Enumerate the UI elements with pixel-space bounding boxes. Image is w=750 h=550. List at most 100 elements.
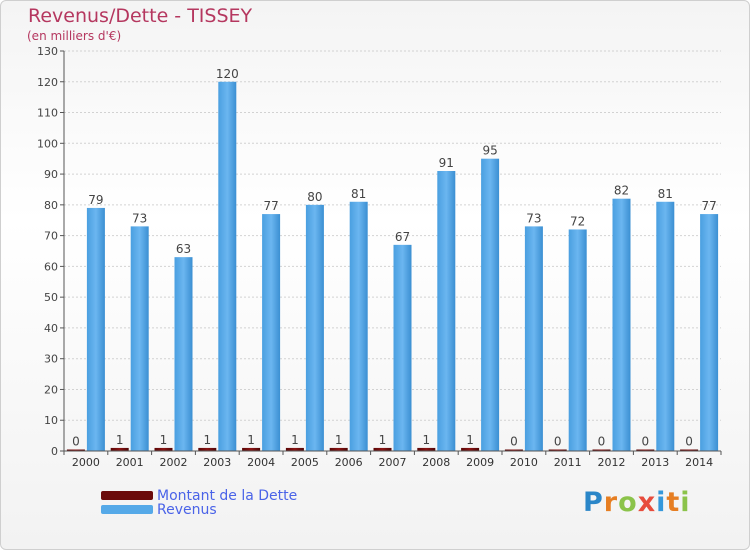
logo-letter: o: [618, 487, 638, 518]
debt-value-label: 0: [685, 435, 693, 449]
revenue-value-label: 73: [132, 211, 147, 225]
revenue-value-label: 95: [482, 144, 497, 158]
logo-letter: x: [637, 487, 657, 518]
debt-value-label: 1: [116, 433, 124, 447]
revenue-bar: [174, 257, 193, 451]
legend-swatch-revenus: [101, 505, 153, 514]
revenue-value-label: 81: [351, 187, 366, 201]
x-tick-label: 2001: [116, 456, 144, 469]
y-tick-label: 90: [44, 168, 58, 181]
revenue-value-label: 77: [263, 199, 278, 213]
y-tick-label: 40: [44, 322, 58, 335]
y-tick-label: 30: [44, 353, 58, 366]
x-tick-label: 2002: [160, 456, 188, 469]
y-tick-label: 110: [37, 107, 58, 120]
debt-value-label: 1: [422, 433, 430, 447]
revenue-bar: [700, 214, 719, 451]
revenue-bar: [305, 204, 324, 451]
x-tick-label: 2000: [72, 456, 100, 469]
y-tick-label: 0: [51, 445, 58, 458]
debt-bar: [592, 449, 611, 451]
y-tick-label: 50: [44, 291, 58, 304]
debt-value-label: 1: [203, 433, 211, 447]
chart-subtitle: (en milliers d'€): [27, 29, 122, 43]
debt-value-label: 1: [291, 433, 299, 447]
logo-letter: t: [666, 487, 681, 518]
revenue-bar: [130, 226, 149, 451]
x-tick-label: 2005: [291, 456, 319, 469]
revenue-value-label: 73: [526, 211, 541, 225]
y-tick-label: 70: [44, 230, 58, 243]
x-tick-label: 2008: [422, 456, 450, 469]
revenue-bar: [218, 81, 237, 452]
debt-value-label: 1: [335, 433, 343, 447]
revenue-value-label: 79: [88, 193, 103, 207]
y-tick-label: 100: [37, 137, 58, 150]
debt-bar: [110, 447, 129, 451]
debt-value-label: 1: [160, 433, 168, 447]
revenue-value-label: 63: [176, 242, 191, 256]
debt-bar: [373, 447, 392, 451]
x-tick-label: 2012: [598, 456, 626, 469]
debt-value-label: 1: [466, 433, 474, 447]
debt-value-label: 0: [554, 435, 562, 449]
debt-bar: [548, 449, 567, 451]
debt-bar: [680, 449, 699, 451]
x-tick-label: 2013: [641, 456, 669, 469]
debt-bar: [636, 449, 655, 451]
debt-value-label: 1: [379, 433, 387, 447]
debt-bar: [285, 447, 304, 451]
revenue-value-label: 80: [307, 190, 322, 204]
debt-bar: [417, 447, 436, 451]
legend-swatch-dette: [101, 491, 153, 500]
debt-bar: [242, 447, 261, 451]
debt-bar: [329, 447, 348, 451]
x-tick-label: 2006: [335, 456, 363, 469]
y-tick-label: 120: [37, 76, 58, 89]
revenue-bar: [262, 214, 281, 451]
chart-title: Revenus/Dette - TISSEY: [28, 5, 253, 27]
x-tick-label: 2009: [466, 456, 494, 469]
debt-value-label: 1: [247, 433, 255, 447]
debt-bar: [154, 447, 173, 451]
debt-bar: [461, 447, 480, 451]
revenue-value-label: 82: [614, 184, 629, 198]
logo-letter: i: [656, 487, 667, 518]
debt-value-label: 0: [510, 435, 518, 449]
debt-value-label: 0: [641, 435, 649, 449]
y-tick-label: 20: [44, 383, 58, 396]
x-tick-label: 2010: [510, 456, 538, 469]
revenue-bar: [524, 226, 543, 451]
revenue-bar: [656, 201, 675, 451]
logo-letter: P: [583, 487, 604, 518]
debt-value-label: 0: [72, 435, 80, 449]
x-tick-label: 2004: [247, 456, 275, 469]
revenue-bar: [481, 158, 500, 451]
revenue-bar: [393, 244, 412, 451]
x-tick-label: 2014: [685, 456, 713, 469]
legend-label-dette: Montant de la Dette: [157, 488, 298, 504]
x-tick-label: 2003: [203, 456, 231, 469]
legend-label-revenus: Revenus: [157, 502, 217, 518]
logo-letter: r: [603, 487, 619, 518]
revenue-value-label: 81: [658, 187, 673, 201]
revenue-value-label: 120: [216, 67, 239, 81]
x-tick-label: 2011: [554, 456, 582, 469]
x-tick-label: 2007: [379, 456, 407, 469]
revenue-value-label: 91: [439, 156, 454, 170]
revenue-bar: [437, 171, 456, 451]
revenue-value-label: 77: [701, 199, 716, 213]
revenue-bar: [349, 201, 368, 451]
debt-value-label: 0: [598, 435, 606, 449]
y-tick-label: 60: [44, 260, 58, 273]
debt-bar: [198, 447, 217, 451]
y-tick-label: 10: [44, 414, 58, 427]
revenue-bar: [612, 198, 631, 451]
revenue-value-label: 67: [395, 230, 410, 244]
debt-bar: [504, 449, 523, 451]
logo-letter: i: [680, 487, 691, 518]
y-tick-label: 130: [37, 45, 58, 58]
revenue-bar: [86, 207, 105, 451]
